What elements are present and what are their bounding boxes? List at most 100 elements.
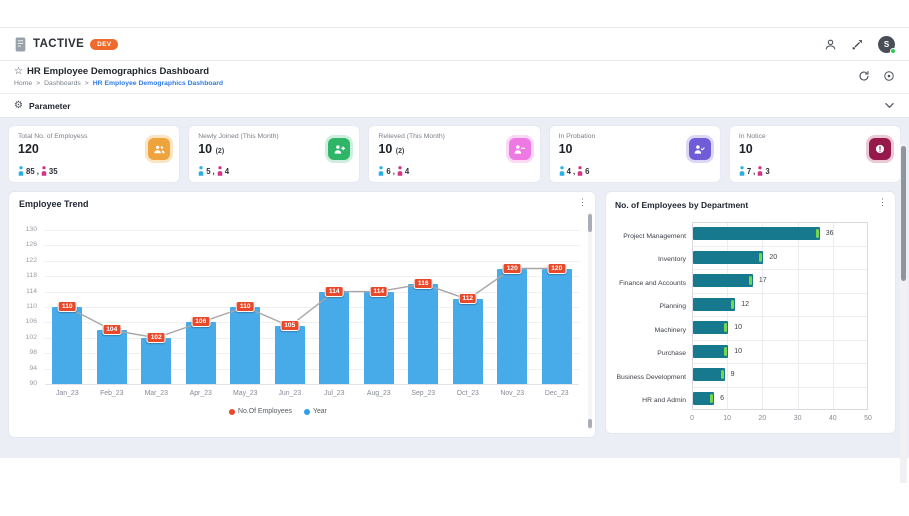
kpi-value: 120 <box>18 142 39 156</box>
dept-value-label: 10 <box>734 324 742 332</box>
kebab-menu-icon[interactable]: ⋮ <box>878 197 887 207</box>
male-icon <box>198 166 204 176</box>
kpi-card: Total No. of Employess 120 85, 35 <box>8 125 181 183</box>
y-axis-tick: 98 <box>29 349 37 357</box>
x-axis-tick: 50 <box>864 415 872 422</box>
dept-category-label: Purchase <box>657 350 686 357</box>
x-axis-tick: 10 <box>723 415 732 422</box>
x-axis-tick: Nov_23 <box>500 390 525 397</box>
row-separator <box>693 363 867 364</box>
gridline <box>45 245 579 247</box>
kpi-value: 10 <box>558 142 573 156</box>
page-bar: ☆ HR Employee Demographics Dashboard Hom… <box>0 61 909 94</box>
dept-category-label: Finance and Accounts <box>619 279 686 287</box>
brand[interactable]: TACTIVE DEV <box>14 37 119 52</box>
trend-bar[interactable] <box>141 337 172 384</box>
x-axis-tick: Jan_23 <box>55 390 79 397</box>
y-axis-tick: 106 <box>25 318 37 326</box>
trend-value-label: 116 <box>413 277 433 289</box>
male-icon <box>378 166 384 176</box>
trend-bar[interactable] <box>363 291 394 384</box>
people-icon <box>148 138 171 160</box>
dept-bar[interactable] <box>693 274 753 288</box>
chevron-down-icon[interactable] <box>884 102 895 109</box>
x-axis-tick: Dec_23 <box>544 390 569 397</box>
trend-bar[interactable] <box>96 330 127 384</box>
female-count: 4 <box>404 166 410 176</box>
row-separator <box>693 269 867 270</box>
dept-bar-tip <box>724 346 728 356</box>
dept-bar[interactable] <box>693 250 764 264</box>
y-axis-tick: 130 <box>25 226 37 233</box>
trend-bar[interactable] <box>319 291 350 384</box>
trend-bar[interactable] <box>541 268 572 384</box>
kpi-label: Newly Joined (This Month) <box>198 133 279 140</box>
page-scrollbar-thumb[interactable] <box>901 146 906 281</box>
dept-category-label: Planning <box>659 303 686 310</box>
breadcrumb-dashboards[interactable]: Dashboards <box>44 80 81 87</box>
dept-bar[interactable] <box>693 297 736 311</box>
department-panel: No. of Employees by Department ⋮ 0 10 20 30… <box>605 191 896 434</box>
dept-bar-tip <box>759 252 763 262</box>
dept-category-label: HR and Admin <box>642 397 686 404</box>
panel-scrollbar[interactable] <box>588 212 592 430</box>
female-icon <box>397 166 403 176</box>
dept-category-label: Project Management <box>623 232 686 240</box>
circle-dot-icon[interactable] <box>883 70 895 82</box>
male-count: 85 <box>26 166 35 176</box>
favorite-star-icon[interactable]: ☆ <box>14 65 23 77</box>
parameter-bar[interactable]: ⚙ Parameter <box>0 94 909 118</box>
dept-bar[interactable] <box>693 344 729 358</box>
trend-bar[interactable] <box>452 299 483 384</box>
user-avatar[interactable]: S <box>878 35 896 54</box>
legend-dot <box>304 408 310 415</box>
trend-legend: No.Of Employees Year <box>229 408 327 415</box>
dept-bar[interactable] <box>693 368 725 382</box>
refresh-icon[interactable] <box>858 70 870 82</box>
dept-value-label: 17 <box>758 277 767 285</box>
trend-bar[interactable] <box>408 283 439 384</box>
dept-value-label: 12 <box>741 300 750 308</box>
kebab-menu-icon[interactable]: ⋮ <box>578 197 587 207</box>
trend-value-label: 104 <box>102 324 122 336</box>
kpi-label: In Probation <box>558 133 596 140</box>
row-separator <box>693 316 867 317</box>
legend-item: No.Of Employees <box>229 408 292 415</box>
trend-bar[interactable] <box>497 268 528 384</box>
x-axis-tick: 0 <box>690 415 694 422</box>
male-count: 6 <box>386 166 391 176</box>
kpi-value: 10 (2) <box>378 142 405 156</box>
kpi-label: Total No. of Employess <box>18 133 88 140</box>
x-axis-tick: Jul_23 <box>324 390 345 397</box>
trend-value-label: 120 <box>502 262 522 274</box>
dept-value-label: 9 <box>730 371 735 379</box>
kpi-card: Relieved (This Month) 10 (2) 6, 4 <box>368 125 541 183</box>
trend-bar[interactable] <box>52 307 83 384</box>
person-plus-icon <box>328 138 351 160</box>
y-axis-tick: 102 <box>25 333 37 341</box>
trend-value-label: 110 <box>57 301 77 312</box>
gridline <box>45 353 579 355</box>
dept-bar[interactable] <box>693 391 715 405</box>
user-icon[interactable] <box>824 38 837 51</box>
dept-category-label: Machinery <box>654 326 686 334</box>
diagonal-arrow-icon[interactable] <box>851 38 864 51</box>
y-axis-tick: 118 <box>26 272 37 280</box>
female-count: 35 <box>48 166 58 176</box>
breadcrumb-home[interactable]: Home <box>14 80 33 87</box>
dept-bar[interactable] <box>693 227 820 241</box>
legend-label: Year <box>313 408 327 415</box>
breadcrumb-current[interactable]: HR Employee Demographics Dashboard <box>92 80 224 87</box>
page-scrollbar[interactable] <box>900 143 907 483</box>
trend-bar[interactable] <box>230 307 261 384</box>
breadcrumb-separator: > <box>84 80 89 87</box>
dept-bar[interactable] <box>693 321 729 335</box>
gridline <box>45 260 579 262</box>
trend-value-label: 114 <box>369 285 389 297</box>
dept-value-label: 20 <box>769 253 778 261</box>
trend-bar[interactable] <box>274 326 305 384</box>
trend-bar[interactable] <box>185 322 216 384</box>
trend-value-label: 112 <box>458 293 478 305</box>
x-axis-tick: 20 <box>758 415 767 422</box>
x-axis-tick: Sep_23 <box>411 390 436 397</box>
